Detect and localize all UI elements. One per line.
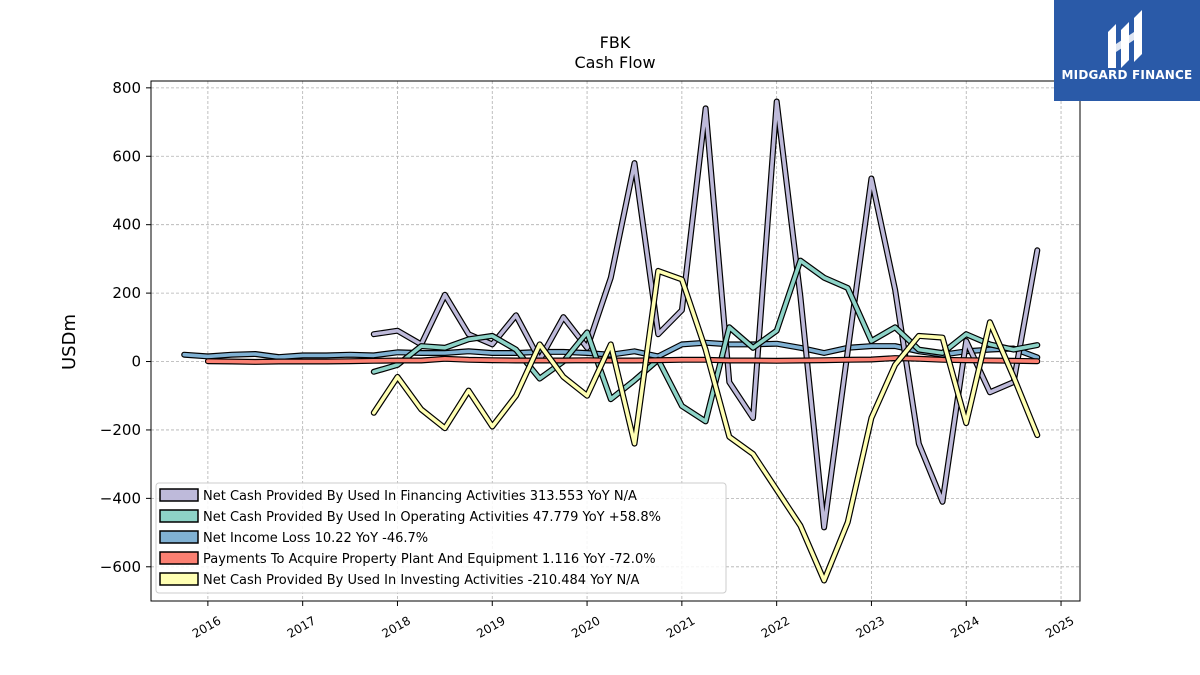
legend-entry: Payments To Acquire Property Plant And E… — [203, 552, 656, 567]
x-tick-label: 2020 — [569, 613, 602, 640]
x-tick-label: 2023 — [853, 613, 886, 640]
y-tick-label: 800 — [112, 79, 141, 97]
midgard-logo-icon — [1108, 10, 1142, 68]
y-tick-label: −400 — [100, 489, 141, 507]
y-tick-label: 0 — [131, 353, 141, 371]
series-outline-net-cash-provided-by-used-in-financing-activities — [370, 98, 1041, 531]
x-tick-label: 2017 — [285, 613, 318, 640]
legend-entry: Net Cash Provided By Used In Operating A… — [203, 510, 661, 525]
y-tick-label: 200 — [112, 284, 141, 302]
x-tick-label: 2025 — [1043, 613, 1076, 640]
x-tick-label: 2019 — [474, 613, 507, 640]
legend-swatch — [159, 488, 199, 502]
x-tick-label: 2022 — [759, 613, 792, 640]
y-tick-label: −600 — [100, 558, 141, 576]
legend-entry: Net Cash Provided By Used In Investing A… — [203, 573, 640, 588]
legend-entry: Net Cash Provided By Used In Financing A… — [203, 489, 637, 504]
legend-swatch — [159, 551, 199, 565]
x-tick-label: 2018 — [380, 613, 413, 640]
chart-subtitle: Cash Flow — [574, 53, 655, 72]
legend-swatch — [159, 509, 199, 523]
y-tick-label: −200 — [100, 421, 141, 439]
x-tick-label: 2021 — [664, 613, 697, 640]
x-tick-label: 2024 — [948, 613, 981, 640]
series-line-net-cash-provided-by-used-in-investing-activities — [371, 269, 1040, 583]
y-tick-label: 400 — [112, 216, 141, 234]
legend-entry: Net Income Loss 10.22 YoY -46.7% — [203, 531, 428, 546]
series-line-net-cash-provided-by-used-in-financing-activities — [371, 99, 1040, 530]
y-tick-label: 600 — [112, 147, 141, 165]
legend-swatch — [159, 530, 199, 544]
brand-logo: MIDGARD FINANCE — [1054, 0, 1200, 101]
series-line-net-cash-provided-by-used-in-operating-activities — [371, 258, 1040, 424]
plot-frame — [150, 80, 1081, 602]
legend-box — [155, 482, 727, 594]
y-axis-label: USDm — [59, 314, 80, 370]
brand-name: MIDGARD FINANCE — [1061, 68, 1193, 82]
legend-swatch — [159, 572, 199, 586]
chart-title: FBK — [600, 33, 631, 52]
x-tick-label: 2016 — [190, 613, 223, 640]
